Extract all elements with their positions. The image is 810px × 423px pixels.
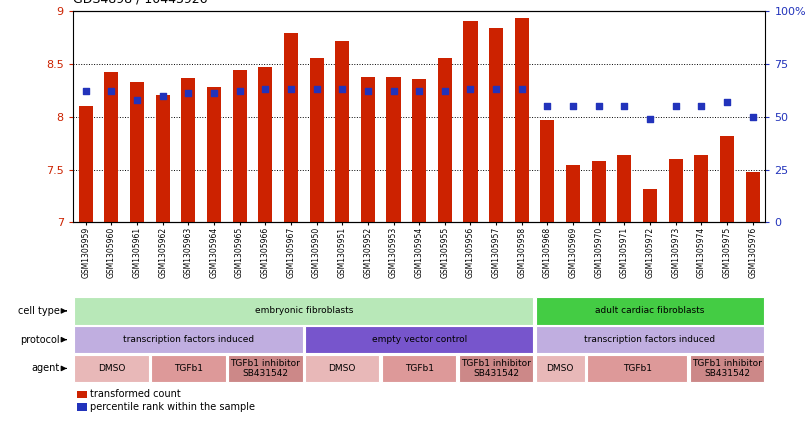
- Text: DMSO: DMSO: [547, 364, 574, 373]
- Text: protocol: protocol: [20, 335, 60, 345]
- Point: [361, 88, 374, 95]
- Point: [566, 103, 579, 110]
- Text: DMSO: DMSO: [98, 364, 125, 373]
- Text: percentile rank within the sample: percentile rank within the sample: [90, 401, 255, 412]
- Bar: [181, 78, 195, 222]
- Bar: [617, 155, 632, 222]
- Bar: [668, 159, 683, 222]
- Text: TGFb1: TGFb1: [174, 364, 202, 373]
- Point: [310, 86, 323, 93]
- Bar: [79, 106, 93, 222]
- Text: transcription factors induced: transcription factors induced: [585, 335, 715, 344]
- Point: [541, 103, 554, 110]
- Bar: [232, 70, 247, 222]
- Point: [130, 96, 143, 103]
- Bar: [156, 95, 170, 222]
- Text: embryonic fibroblasts: embryonic fibroblasts: [254, 306, 353, 316]
- Point: [258, 86, 271, 93]
- Bar: [591, 161, 606, 222]
- Point: [592, 103, 605, 110]
- Text: DMSO: DMSO: [329, 364, 356, 373]
- Bar: [360, 77, 375, 222]
- Point: [79, 88, 92, 95]
- Text: TGFb1: TGFb1: [405, 364, 433, 373]
- Bar: [386, 77, 401, 222]
- Point: [643, 115, 656, 122]
- Point: [489, 86, 502, 93]
- Point: [720, 99, 733, 105]
- Point: [335, 86, 348, 93]
- Bar: [489, 28, 503, 222]
- Point: [387, 88, 400, 95]
- Text: agent: agent: [32, 363, 60, 374]
- Bar: [412, 79, 426, 222]
- Point: [412, 88, 425, 95]
- Bar: [566, 165, 580, 222]
- Point: [207, 90, 220, 97]
- Text: TGFb1: TGFb1: [623, 364, 652, 373]
- Point: [669, 103, 682, 110]
- Point: [104, 88, 118, 95]
- Bar: [130, 82, 144, 222]
- Bar: [463, 21, 478, 222]
- Bar: [207, 87, 221, 222]
- Text: TGFb1 inhibitor
SB431542: TGFb1 inhibitor SB431542: [461, 359, 531, 378]
- Point: [438, 88, 451, 95]
- Point: [156, 92, 169, 99]
- Bar: [643, 189, 657, 222]
- Text: transformed count: transformed count: [90, 389, 181, 399]
- Bar: [437, 58, 452, 222]
- Text: cell type: cell type: [18, 306, 60, 316]
- Point: [233, 88, 246, 95]
- Text: transcription factors induced: transcription factors induced: [123, 335, 254, 344]
- Bar: [514, 19, 529, 222]
- Text: GDS4898 / 10443926: GDS4898 / 10443926: [73, 0, 207, 6]
- Point: [284, 86, 297, 93]
- Point: [181, 90, 194, 97]
- Point: [515, 86, 528, 93]
- Bar: [284, 33, 298, 222]
- Bar: [309, 58, 324, 222]
- Bar: [258, 67, 272, 222]
- Text: empty vector control: empty vector control: [372, 335, 467, 344]
- Bar: [694, 155, 709, 222]
- Point: [695, 103, 708, 110]
- Text: TGFb1 inhibitor
SB431542: TGFb1 inhibitor SB431542: [230, 359, 301, 378]
- Bar: [540, 120, 555, 222]
- Text: TGFb1 inhibitor
SB431542: TGFb1 inhibitor SB431542: [692, 359, 762, 378]
- Point: [618, 103, 631, 110]
- Point: [464, 86, 477, 93]
- Bar: [720, 136, 734, 222]
- Point: [746, 113, 759, 120]
- Bar: [335, 41, 349, 222]
- Bar: [104, 72, 118, 222]
- Text: adult cardiac fibroblasts: adult cardiac fibroblasts: [595, 306, 705, 316]
- Bar: [745, 172, 760, 222]
